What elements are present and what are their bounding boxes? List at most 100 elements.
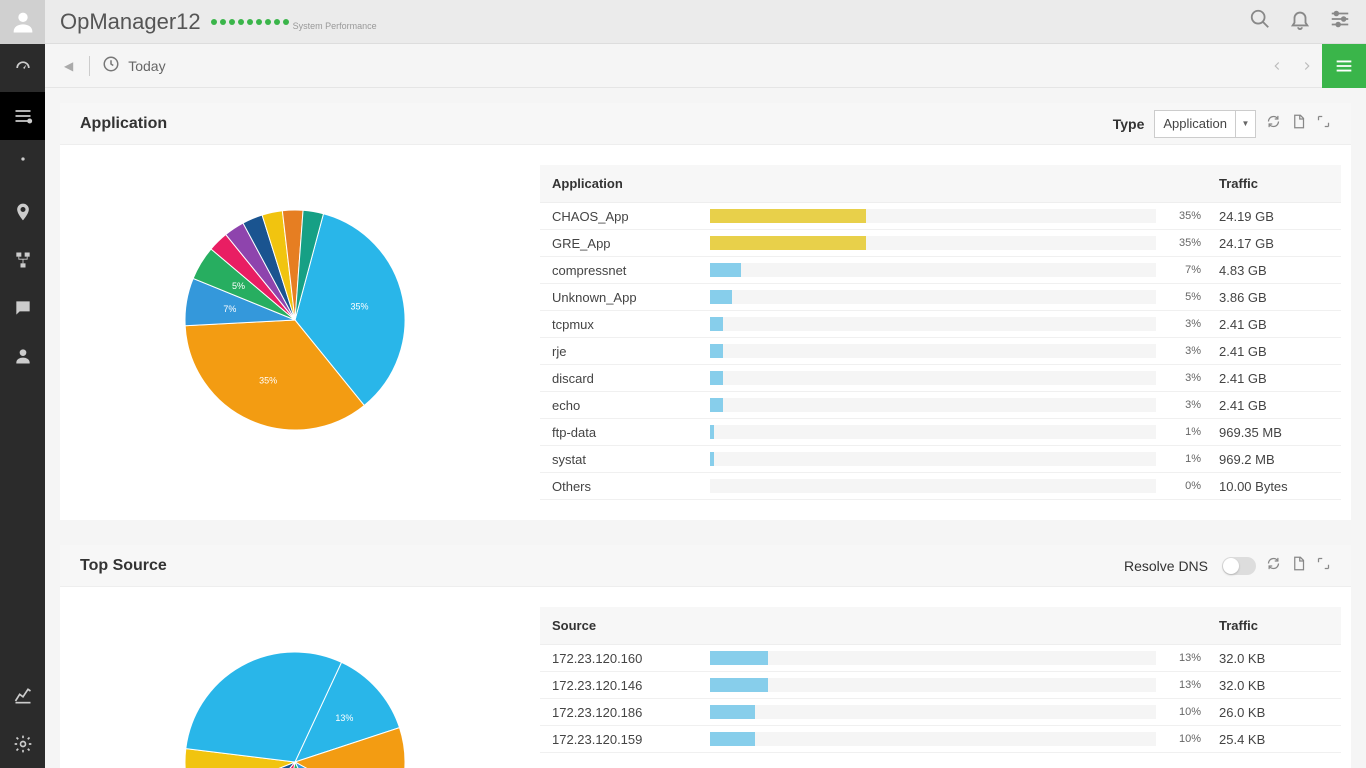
row-traffic: 10.00 Bytes [1211,479,1341,494]
table-row[interactable]: ftp-data1%969.35 MB [540,419,1341,446]
row-pct: 3% [1161,345,1211,357]
sidebar-dashboard[interactable] [0,44,45,92]
row-name: tcpmux [540,317,710,332]
row-bar [710,263,1161,277]
row-pct: 3% [1161,399,1211,411]
col-header-traffic: Traffic [1211,176,1341,191]
table-row[interactable]: Others0%10.00 Bytes [540,473,1341,500]
row-pct: 1% [1161,453,1211,465]
row-name: CHAOS_App [540,209,710,224]
search-button[interactable] [1249,8,1271,35]
table-row[interactable]: compressnet7%4.83 GB [540,257,1341,284]
row-bar [710,479,1161,493]
table-source: Source Traffic 172.23.120.16013%32.0 KB1… [540,607,1341,768]
sidebar-chat[interactable] [0,284,45,332]
sidebar [0,0,45,768]
expand-icon [1316,114,1331,129]
row-traffic: 2.41 GB [1211,371,1341,386]
table-row[interactable]: echo3%2.41 GB [540,392,1341,419]
table-row[interactable]: rje3%2.41 GB [540,338,1341,365]
row-name: 172.23.120.159 [540,732,710,747]
sidebar-reports[interactable] [0,672,45,720]
sidebar-settings[interactable] [0,720,45,768]
panel-header: Top Source Resolve DNS [60,545,1351,587]
panel-header: Application Type Application ▼ [60,103,1351,145]
time-range-label[interactable]: Today [128,58,165,74]
user-icon [13,346,33,366]
pdf-icon [1291,114,1306,129]
table-row[interactable]: 172.23.120.146 13%32.0 KB [540,672,1341,699]
expand-icon [1316,556,1331,571]
sidebar-avatar[interactable] [0,0,45,44]
prev-button[interactable] [1262,44,1292,88]
back-arrow[interactable]: ◀ [60,59,77,73]
row-traffic: 969.35 MB [1211,425,1341,440]
table-row[interactable]: GRE_App35%24.17 GB [540,230,1341,257]
table-row[interactable]: tcpmux3%2.41 GB [540,311,1341,338]
table-row[interactable]: 172.23.120.18610%26.0 KB [540,699,1341,726]
table-row[interactable]: Unknown_App5%3.86 GB [540,284,1341,311]
monitor-icon [13,106,33,126]
sidebar-location[interactable] [0,188,45,236]
row-name: compressnet [540,263,710,278]
type-select-value: Application [1155,116,1235,131]
table-application: Application Traffic CHAOS_App35%24.19 GB… [540,165,1341,500]
row-pct: 5% [1161,291,1211,303]
chevron-down-icon: ▼ [1235,110,1255,138]
gear-icon [13,734,33,754]
sidebar-monitor[interactable] [0,92,45,140]
sidebar-user[interactable] [0,332,45,380]
export-pdf-button[interactable] [1291,114,1306,134]
pdf-icon [1291,556,1306,571]
table-row[interactable]: 172.23.120.15910%25.4 KB [540,726,1341,753]
svg-text:5%: 5% [232,281,245,291]
export-pdf-button[interactable] [1291,556,1306,576]
row-pct: 3% [1161,318,1211,330]
row-bar [710,236,1161,250]
topbar: OpManager12 System Performance [45,0,1366,44]
table-row[interactable]: systat1%969.2 MB [540,446,1341,473]
menu-button[interactable] [1322,44,1366,88]
fullscreen-button[interactable] [1316,556,1331,576]
panel-title: Top Source [80,557,167,575]
row-pct: 0% [1161,480,1211,492]
next-button[interactable] [1292,44,1322,88]
row-name: 172.23.120.146 [540,678,710,693]
row-traffic: 32.0 KB [1211,678,1341,693]
svg-text:13%: 13% [335,713,353,723]
search-icon [1249,8,1271,30]
sidebar-network[interactable] [0,236,45,284]
row-pct: 35% [1161,237,1211,249]
filter-button[interactable] [1329,8,1351,35]
row-name: Unknown_App [540,290,710,305]
table-row[interactable]: CHAOS_App35%24.19 GB [540,203,1341,230]
table-row[interactable]: discard3%2.41 GB [540,365,1341,392]
sidebar-alerts[interactable] [0,140,45,188]
row-name: 172.23.120.186 [540,705,710,720]
row-traffic: 25.4 KB [1211,732,1341,747]
fullscreen-button[interactable] [1316,114,1331,134]
row-pct: 35% [1161,210,1211,222]
perf-label: System Performance [293,21,377,31]
col-header-traffic: Traffic [1211,618,1341,633]
refresh-button[interactable] [1266,556,1281,576]
hamburger-icon [1333,55,1355,77]
svg-text:35%: 35% [351,301,369,311]
row-name: ftp-data [540,425,710,440]
table-row[interactable]: 172.23.120.16013%32.0 KB [540,645,1341,672]
row-bar [710,678,1161,692]
resolve-dns-toggle[interactable] [1222,557,1256,575]
panel-title: Application [80,115,167,133]
row-name: 172.23.120.160 [540,651,710,666]
row-pct: 7% [1161,264,1211,276]
content-area: Application Type Application ▼ 35% 35% 7% 5… [45,88,1366,768]
col-header-name: Application [540,176,710,191]
pin-icon [13,202,33,222]
refresh-icon [1266,556,1281,571]
refresh-button[interactable] [1266,114,1281,134]
row-pct: 13% [1161,679,1211,691]
row-pct: 10% [1161,706,1211,718]
type-select[interactable]: Application ▼ [1154,110,1256,138]
row-bar [710,651,1161,665]
notifications-button[interactable] [1289,8,1311,35]
